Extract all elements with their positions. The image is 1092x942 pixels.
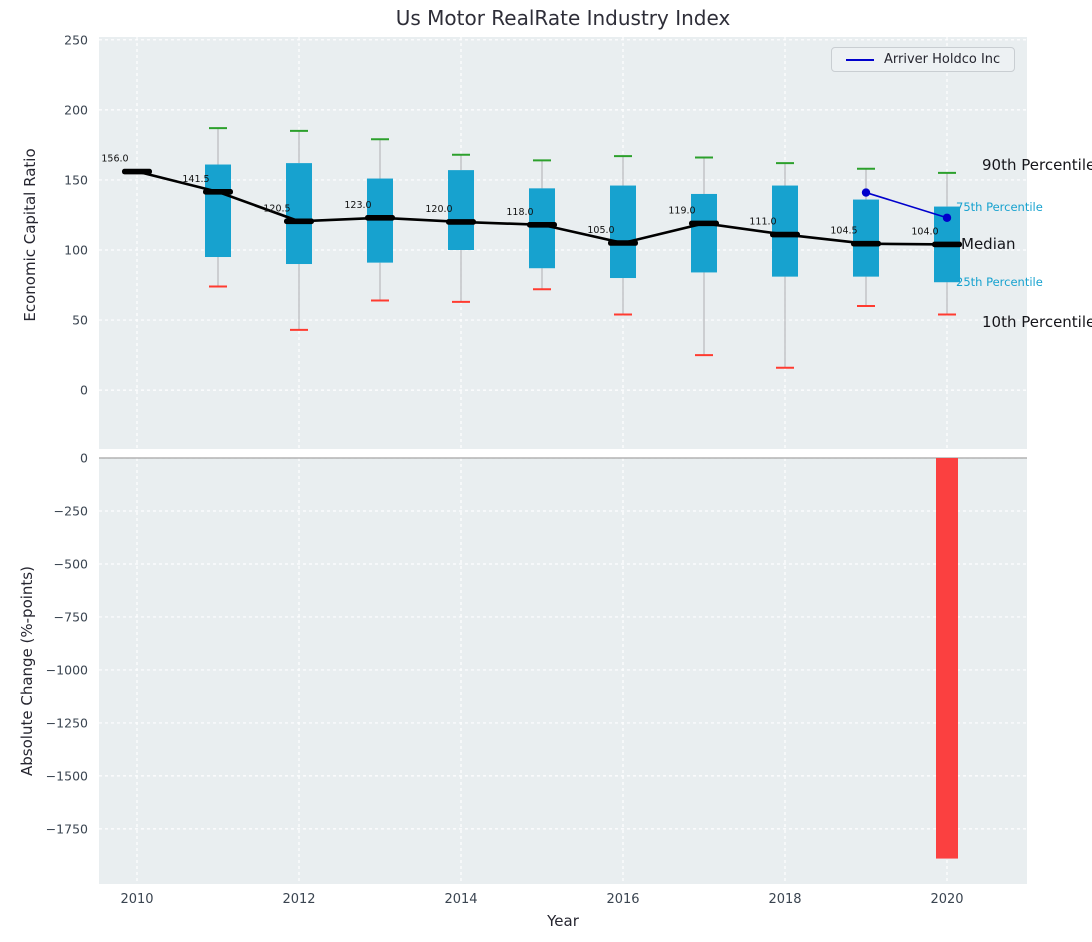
p75-annotation: 75th Percentile: [956, 199, 1043, 214]
median-marker-2012: [284, 218, 314, 225]
iqr-box-2016: [610, 185, 636, 279]
median-marker-2020: [932, 241, 962, 248]
median-marker-2017: [689, 220, 719, 227]
median-marker-2015: [527, 221, 557, 228]
top-y-tick-label: 150: [64, 172, 88, 187]
median-annotation: Median: [961, 235, 1016, 254]
top-y-tick-label: 200: [64, 102, 88, 117]
x-tick-label: 2010: [120, 892, 153, 907]
top-y-tick-label: 50: [72, 313, 88, 328]
p25-annotation: 25th Percentile: [956, 275, 1043, 290]
p10-annotation: 10th Percentile: [982, 313, 1092, 332]
x-tick-label: 2012: [282, 892, 315, 907]
x-tick-label: 2020: [930, 892, 963, 907]
iqr-box-2017: [691, 193, 717, 273]
top-y-axis-label: Economic Capital Ratio: [21, 148, 39, 322]
x-tick-label: 2018: [768, 892, 801, 907]
legend: Arriver Holdco Inc: [831, 47, 1016, 72]
median-marker-2016: [608, 240, 638, 246]
median-value-label: 141.5: [182, 174, 209, 185]
top-y-tick-label: 100: [64, 243, 88, 258]
median-marker-2013: [365, 214, 395, 221]
bottom-axes-background: [99, 458, 1027, 884]
top-y-tick-label: 250: [64, 32, 88, 47]
median-value-label: 111.0: [749, 217, 776, 228]
company-line: [865, 191, 948, 219]
bottom-y-tick-label: −1250: [46, 715, 88, 730]
bottom-y-tick-label: −250: [54, 503, 88, 518]
x-tick-label: 2014: [444, 892, 477, 907]
x-axis-label: Year: [547, 912, 579, 930]
median-value-label: 105.0: [587, 225, 614, 236]
company-point-2019: [861, 188, 871, 197]
company-point-2020: [942, 213, 952, 222]
median-marker-2019: [851, 240, 881, 247]
median-value-label: 123.0: [344, 200, 371, 211]
top-y-tick-label: 0: [80, 383, 88, 398]
median-marker-2014: [446, 219, 476, 225]
median-value-label: 104.0: [911, 226, 938, 237]
median-value-label: 120.0: [425, 204, 452, 215]
iqr-box-2014: [448, 170, 474, 251]
x-tick-label: 2016: [606, 892, 639, 907]
iqr-box-2012: [286, 163, 312, 265]
bottom-y-tick-label: −1000: [46, 662, 88, 677]
median-value-label: 118.0: [506, 207, 533, 218]
iqr-box-2011: [205, 164, 231, 258]
median-value-label: 119.0: [668, 205, 695, 216]
median-value-label: 120.5: [263, 203, 290, 214]
median-value-label: 104.5: [830, 226, 857, 237]
bottom-y-tick-label: −750: [54, 609, 88, 624]
median-value-label: 156.0: [101, 154, 128, 165]
p90-annotation: 90th Percentile: [982, 155, 1092, 174]
bottom-y-tick-label: −1500: [46, 768, 88, 783]
change-bar-2020: [936, 458, 958, 859]
legend-label: Arriver Holdco Inc: [884, 52, 1001, 67]
median-marker-2010: [122, 168, 152, 175]
median-marker-2011: [203, 189, 233, 195]
chart-title: Us Motor RealRate Industry Index: [395, 6, 731, 30]
bottom-y-tick-label: −500: [54, 556, 88, 571]
bottom-y-tick-label: −1750: [46, 821, 88, 836]
iqr-box-2015: [529, 188, 555, 269]
iqr-box-2018: [772, 185, 798, 277]
iqr-box-2019: [853, 199, 879, 277]
bottom-y-tick-label: 0: [80, 451, 88, 466]
bottom-y-axis-label: Absolute Change (%-points): [18, 566, 36, 776]
median-marker-2018: [770, 231, 800, 238]
legend-line-sample: [846, 58, 874, 61]
iqr-box-2013: [367, 178, 393, 263]
